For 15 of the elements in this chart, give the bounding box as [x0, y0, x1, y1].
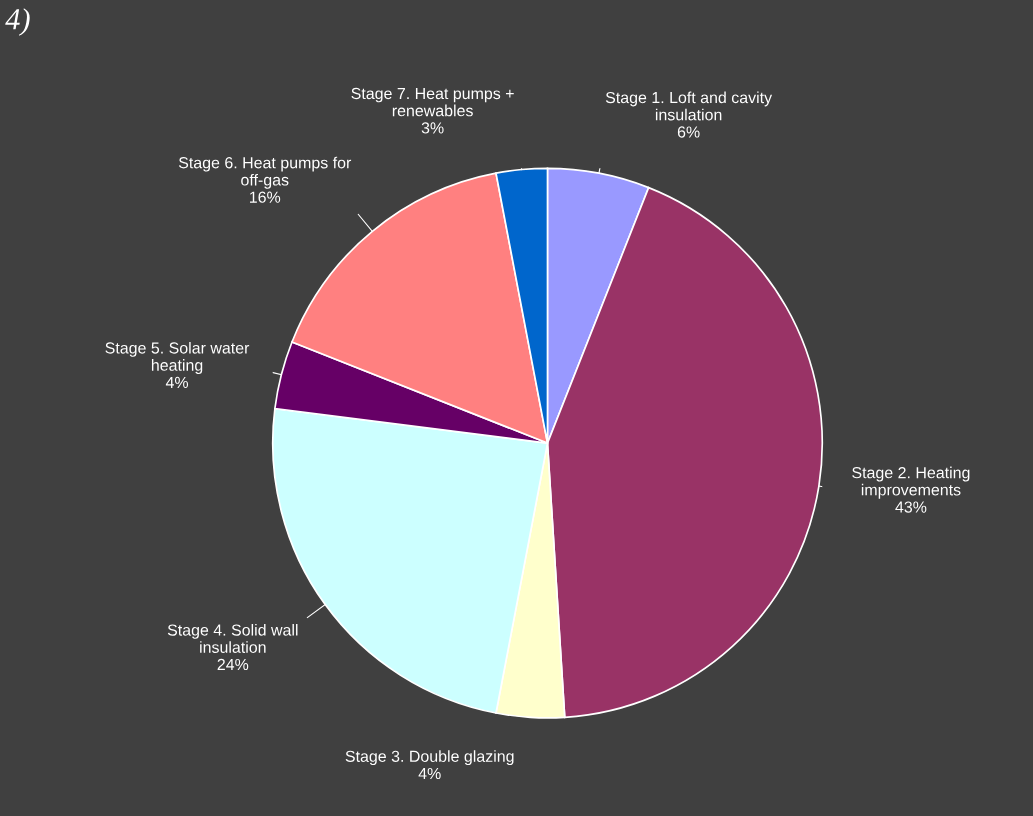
data-label: 4%	[418, 767, 441, 780]
data-label: 24%	[217, 658, 249, 671]
slice-label: Stage 5. Solar water heating	[105, 341, 250, 374]
slice-label: Stage 7. Heat pumps + renewables	[351, 87, 514, 117]
data-label: 6%	[677, 126, 700, 138]
slice-label: Stage 4. Solid wall insulation	[167, 623, 298, 653]
data-label: 16%	[250, 191, 281, 203]
data-label: 43%	[895, 501, 927, 513]
slice-label: Stage 1. Loft and cavity insulation	[605, 91, 773, 121]
data-label: 4%	[165, 376, 189, 388]
slice-label: Stage 2. Heating improvements	[852, 466, 970, 499]
data-label: 3%	[421, 122, 444, 134]
slice-label: Stage 6. Heat pumps for off-gas	[178, 156, 352, 189]
slice-label: Stage 3. Double glazing	[345, 750, 514, 766]
chart-title: 4)	[5, 8, 30, 36]
